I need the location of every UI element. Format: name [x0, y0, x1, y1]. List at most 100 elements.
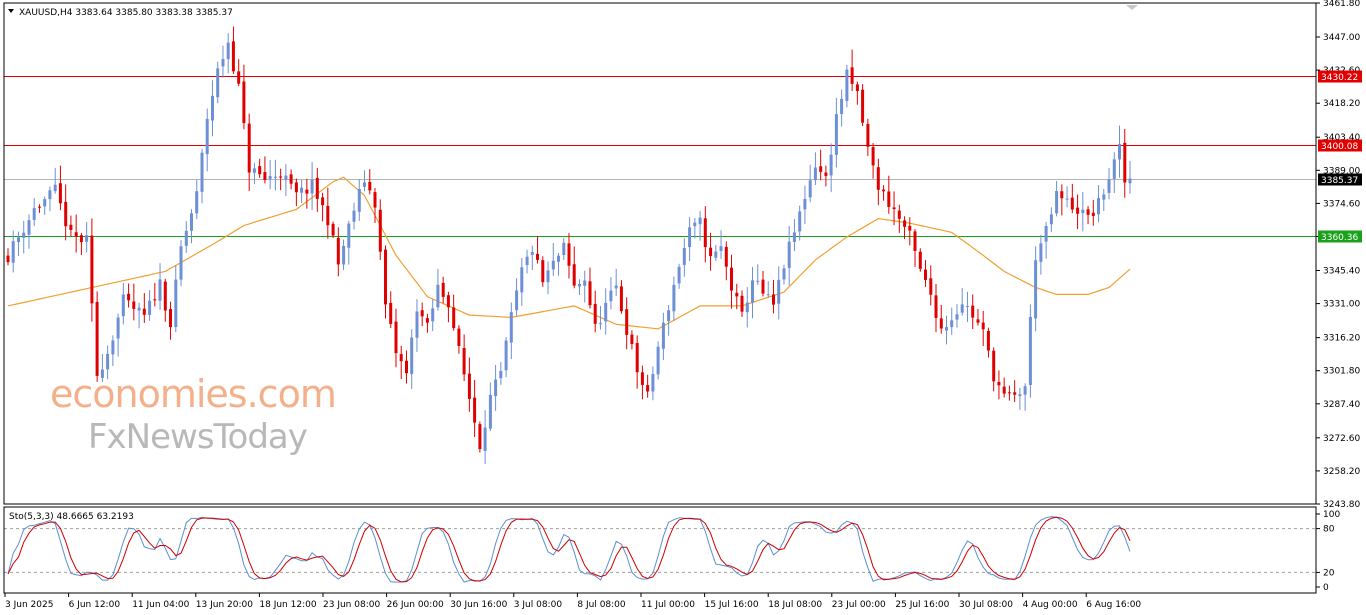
- candle-bear: [876, 167, 880, 190]
- stochastic-axis-tick-label: 80: [1323, 525, 1335, 535]
- candle-bear: [74, 232, 78, 237]
- price-axis-tick-label: 3403.40: [1323, 133, 1360, 143]
- level-price-tag: 3360.36: [1321, 233, 1358, 243]
- stochastic-axis-tick-label: 0: [1323, 583, 1329, 593]
- current-price-tag-bg: [1318, 173, 1362, 186]
- candle-bear: [331, 223, 335, 236]
- candle-bear: [132, 301, 136, 309]
- horizontal-levels[interactable]: [4, 76, 1316, 237]
- candle-bull: [158, 279, 162, 301]
- candle-bull: [845, 69, 849, 101]
- candle-bull: [714, 251, 718, 258]
- candle-bull: [22, 232, 26, 238]
- candle-bull: [184, 230, 188, 246]
- candle-bear: [971, 305, 975, 318]
- candle-bull: [179, 246, 183, 280]
- candle-bear: [635, 343, 639, 373]
- candle-bull: [840, 98, 844, 114]
- stochastic-panel[interactable]: [4, 516, 1316, 583]
- candle-bull: [751, 280, 754, 303]
- candle-bear: [1123, 142, 1127, 183]
- time-axis-tick-label: 6 Aug 16:00: [1086, 600, 1141, 610]
- candle-bear: [735, 292, 739, 297]
- candle-bear: [536, 253, 539, 260]
- time-axis-tick-label: 11 Jun 04:00: [132, 600, 189, 610]
- candle-bear: [169, 309, 172, 328]
- candles[interactable]: [6, 26, 1132, 464]
- candle-bull: [106, 353, 110, 370]
- candle-bull: [483, 427, 487, 451]
- candle-bear: [871, 147, 875, 166]
- time-axis[interactable]: 3 Jun 2025 6 Jun 12:00 11 Jun 04:00 13 Jun …: [4, 593, 1141, 610]
- candle-bear: [997, 382, 1001, 386]
- candle-bull: [205, 119, 209, 155]
- candle-bull: [17, 237, 20, 243]
- candle-bear: [1076, 207, 1080, 214]
- candle-bull: [813, 167, 817, 181]
- candle-bull: [966, 306, 969, 307]
- candle-bear: [405, 360, 408, 374]
- candle-bear: [399, 354, 403, 362]
- candle-bull: [504, 340, 508, 371]
- candle-bear: [441, 282, 445, 297]
- moving-average: [7, 176, 1131, 330]
- candle-bull: [1097, 198, 1100, 215]
- candle-bull: [1118, 143, 1121, 160]
- candle-bull: [32, 208, 36, 220]
- candle-bear: [730, 267, 733, 291]
- stochastic-axis-tick-label: 100: [1323, 510, 1340, 520]
- time-axis-tick-label: 26 Jun 00:00: [387, 600, 444, 610]
- candle-bear: [90, 235, 94, 304]
- candle-bull: [499, 370, 503, 379]
- candle-bull: [950, 320, 954, 328]
- candle-bear: [389, 302, 393, 324]
- candle-bull: [651, 374, 655, 392]
- candle-bull: [530, 252, 534, 255]
- candle-bear: [541, 260, 545, 283]
- candle-bull: [672, 284, 676, 312]
- candle-bull: [787, 241, 791, 268]
- price-axis-tick-label: 3345.40: [1323, 267, 1360, 277]
- candle-bull: [719, 246, 723, 251]
- candle-bear: [305, 189, 309, 194]
- scroll-marker-icon[interactable]: [1126, 5, 1138, 10]
- price-axis-tick-label: 3316.20: [1323, 334, 1360, 344]
- candle-bull: [116, 317, 120, 339]
- candle-bull: [782, 268, 786, 280]
- candle-bull: [562, 242, 566, 255]
- candle-bull: [27, 220, 31, 235]
- candle-bull: [1018, 394, 1022, 396]
- candle-bull: [300, 187, 304, 193]
- candle-bear: [740, 295, 744, 312]
- price-axis[interactable]: 3461.803447.003432.603418.203403.403389.…: [1316, 0, 1362, 510]
- candle-bear: [1086, 209, 1090, 215]
- candle-bull: [1044, 226, 1048, 242]
- candle-bull: [273, 176, 277, 178]
- time-axis-tick-label: 11 Jul 00:00: [641, 600, 695, 610]
- candle-bull: [1107, 179, 1111, 193]
- candle-bear: [761, 279, 765, 294]
- candle-bull: [363, 182, 366, 187]
- candle-bear: [231, 41, 235, 72]
- candle-bear: [861, 89, 865, 123]
- candle-bear: [703, 218, 707, 248]
- candle-bear: [819, 166, 823, 172]
- candle-bear: [924, 269, 927, 280]
- candle-bear: [247, 123, 251, 173]
- candle-bear: [908, 225, 912, 231]
- level-price-tag-bg: [1318, 139, 1362, 152]
- candle-bull: [1128, 178, 1132, 184]
- candle-bull: [342, 246, 346, 265]
- candle-bear: [163, 281, 167, 311]
- candle-bear: [279, 176, 283, 178]
- candle-bull: [578, 284, 581, 287]
- time-axis-tick-label: 3 Jul 08:00: [514, 600, 563, 610]
- candle-bull: [1102, 194, 1106, 200]
- candle-bear: [986, 330, 990, 351]
- price-axis-tick-label: 3287.40: [1323, 400, 1360, 410]
- price-axis-tick-label: 3243.80: [1323, 500, 1360, 510]
- triangle-down-icon[interactable]: [8, 9, 14, 13]
- candle-bear: [913, 231, 917, 251]
- candle-bear: [315, 177, 319, 199]
